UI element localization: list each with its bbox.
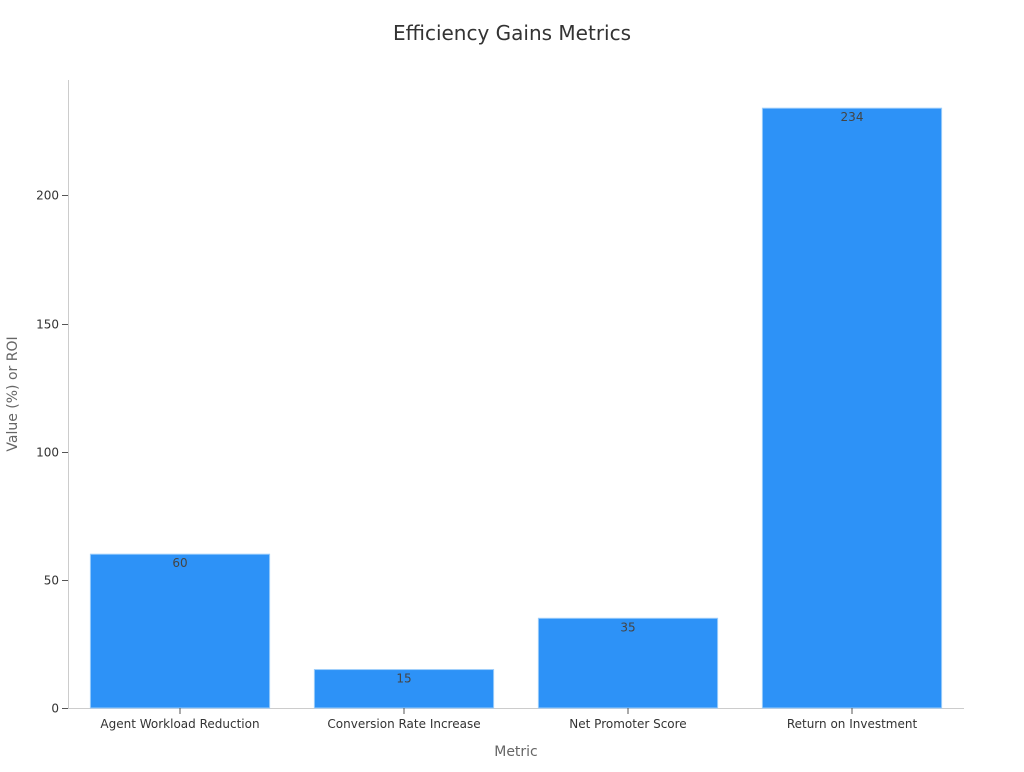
data-label: 35: [620, 620, 635, 634]
bar: [313, 669, 495, 709]
data-label: 15: [396, 672, 411, 686]
chart-title: Efficiency Gains Metrics: [393, 21, 631, 45]
ticks-group: 0 50 100 150 200 Agent Workload Reduction Conv…: [36, 189, 917, 732]
bar: [537, 617, 719, 709]
bar: [89, 553, 271, 709]
x-tick-label: Agent Workload Reduction: [100, 717, 259, 731]
y-axis-label: Value (%) or ROI: [5, 336, 21, 451]
y-tick-label: 0: [51, 702, 59, 716]
y-tick-label: 100: [36, 446, 59, 460]
x-tick-label: Conversion Rate Increase: [327, 717, 480, 731]
x-tick-label: Net Promoter Score: [569, 717, 686, 731]
bars-group: [89, 107, 943, 709]
y-tick-label: 200: [36, 189, 59, 203]
data-label: 234: [841, 110, 864, 124]
y-tick-label: 50: [44, 574, 59, 588]
x-tick-label: Return on Investment: [787, 717, 918, 731]
y-tick-label: 150: [36, 318, 59, 332]
data-label: 60: [172, 556, 187, 570]
x-axis-label: Metric: [494, 744, 538, 760]
bar: [761, 107, 943, 709]
data-labels-group: 60 15 35 234: [172, 110, 863, 685]
